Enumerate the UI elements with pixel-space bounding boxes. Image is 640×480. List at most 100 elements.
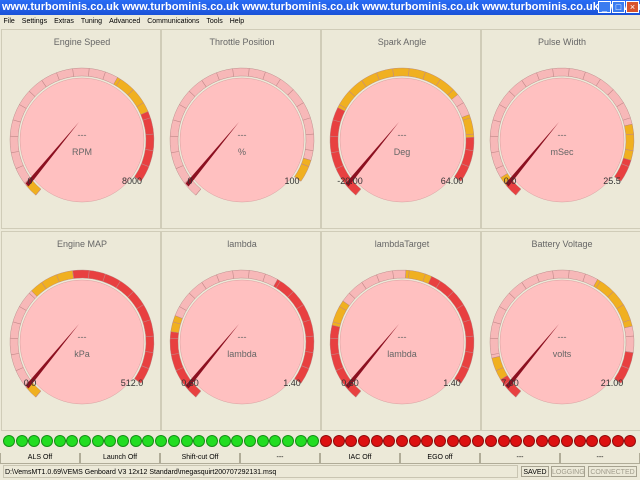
status-cell: EGO off	[400, 453, 480, 464]
gauge-tick	[248, 270, 250, 279]
gauge-tick	[294, 378, 302, 384]
gauge-lambda: lambda --- lambda 0.60 1.40	[161, 231, 321, 431]
gauge-tick	[495, 165, 504, 169]
gauge-title: Engine Speed	[53, 37, 111, 47]
gauge-tick	[56, 72, 60, 81]
gauge-tick	[495, 367, 504, 371]
gauge-lambdatarget: lambdaTarget --- lambda 0.60 1.40	[321, 231, 481, 431]
gauge-tick	[332, 321, 341, 325]
menu-settings[interactable]: Settings	[21, 18, 48, 25]
gauge-tick	[355, 188, 362, 196]
gauge-tick	[422, 71, 426, 80]
gauge-tick	[332, 119, 341, 123]
gauge-tick	[201, 80, 207, 88]
menu-communications[interactable]: Communications	[147, 18, 200, 25]
gauge-tick	[294, 176, 302, 182]
indicator-led-red	[332, 435, 345, 447]
indicator-led-green	[3, 435, 15, 447]
gauge-tick	[195, 188, 202, 196]
gauge-min-label: 7.00	[501, 378, 519, 388]
menu-help[interactable]: Help	[229, 18, 245, 25]
gauge-min-label: 0.60	[341, 378, 359, 388]
gauge-tick	[499, 104, 507, 109]
gauge-max-label: 1.40	[443, 378, 461, 388]
indicator-led-green	[104, 435, 117, 447]
menu-advanced[interactable]: Advanced	[109, 18, 141, 25]
gauge-title: Throttle Position	[209, 37, 275, 47]
gauge-tick	[582, 273, 586, 282]
gauge-tick	[136, 102, 144, 108]
gauge-tick	[15, 165, 24, 169]
gauge-tick	[552, 68, 554, 77]
menu-tools[interactable]: Tools	[206, 18, 223, 25]
gauge-value: ---	[557, 130, 567, 140]
gauge-tick	[408, 270, 410, 279]
indicator-led-red	[370, 435, 383, 447]
indicator-led-green	[15, 435, 28, 447]
file-path: D:\VemsMT1.0.69\VEMS Genboard V3 12x12 S…	[3, 465, 518, 478]
gauge-title: lambdaTarget	[374, 239, 430, 249]
gauge-tick	[339, 306, 347, 311]
indicator-led-red	[472, 435, 485, 447]
gauge-tick	[287, 291, 294, 298]
gauge-tick	[515, 390, 522, 398]
gauge-tick	[262, 71, 266, 80]
menu-bar: File Settings Extras Tuning Advanced Com…	[0, 15, 640, 28]
gauge-tick	[287, 89, 294, 96]
gauge-face	[499, 279, 625, 405]
gauge-tick	[41, 282, 47, 290]
gauge-value: ---	[557, 332, 567, 342]
gauge-value: ---	[77, 332, 87, 342]
gauge-needle	[505, 122, 559, 187]
gauge-tick	[305, 335, 314, 337]
indicator-led-green	[155, 435, 168, 447]
gauge-tick	[248, 68, 250, 77]
gauge-tick	[115, 78, 121, 87]
gauge-tick	[275, 280, 281, 289]
indicator-led-green	[167, 435, 180, 447]
maximize-button[interactable]: □	[612, 1, 625, 13]
gauge-tick	[232, 68, 234, 77]
gauge-tick	[305, 149, 314, 151]
indicator-led-red	[358, 435, 371, 447]
indicator-led-red	[345, 435, 358, 447]
gauge-tick	[115, 280, 121, 289]
gauge-tick	[607, 291, 614, 298]
gauge-band-warn	[170, 315, 183, 333]
gauge-tick	[492, 321, 501, 325]
gauge-face	[179, 279, 305, 405]
status-cell: ALS Off	[0, 453, 80, 464]
gauge-max-label: 64.00	[440, 176, 464, 186]
gauge-needle	[345, 324, 399, 389]
menu-tuning[interactable]: Tuning	[80, 18, 103, 25]
gauge-tick	[499, 306, 507, 311]
gauge-tick	[134, 378, 142, 384]
gauge-unit: lambda	[387, 349, 417, 359]
gauge-max-label: 100	[284, 176, 300, 186]
menu-extras[interactable]: Extras	[54, 18, 74, 25]
minimize-button[interactable]: _	[598, 1, 611, 13]
gauge-value: ---	[77, 130, 87, 140]
gauge-tick	[621, 365, 629, 369]
gauge-tick	[72, 68, 74, 77]
indicator-led-green	[231, 435, 244, 447]
gauge-tick	[171, 353, 180, 356]
gauge-tick	[88, 270, 90, 279]
gauge-tick	[145, 133, 154, 135]
gauge-tick	[296, 304, 304, 310]
indicator-led-green	[256, 435, 269, 447]
close-button[interactable]: ×	[626, 1, 639, 13]
status-bar: D:\VemsMT1.0.69\VEMS Genboard V3 12x12 S…	[0, 465, 640, 480]
gauge-tick	[568, 68, 570, 77]
gauge-tick	[195, 390, 202, 398]
gauge-tick	[216, 72, 220, 81]
menu-file[interactable]: File	[3, 18, 15, 25]
gauge-value: ---	[397, 130, 407, 140]
gauge-tick	[508, 292, 516, 299]
gauge-tick	[305, 133, 314, 135]
gauge-title: lambda	[227, 239, 257, 249]
indicator-led-red	[484, 435, 497, 447]
gauge-tick	[454, 176, 462, 182]
indicator-led-green	[281, 435, 294, 447]
indicator-led-red	[586, 435, 599, 447]
